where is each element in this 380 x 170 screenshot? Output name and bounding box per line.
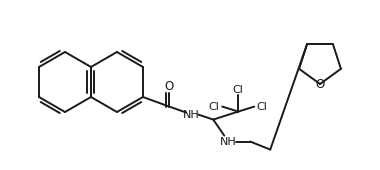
- Text: Cl: Cl: [257, 102, 268, 112]
- Text: O: O: [315, 78, 325, 90]
- Text: Cl: Cl: [233, 85, 244, 95]
- Text: NH: NH: [220, 137, 237, 147]
- Text: NH: NH: [183, 110, 200, 120]
- Text: Cl: Cl: [209, 102, 220, 112]
- Text: O: O: [165, 80, 174, 93]
